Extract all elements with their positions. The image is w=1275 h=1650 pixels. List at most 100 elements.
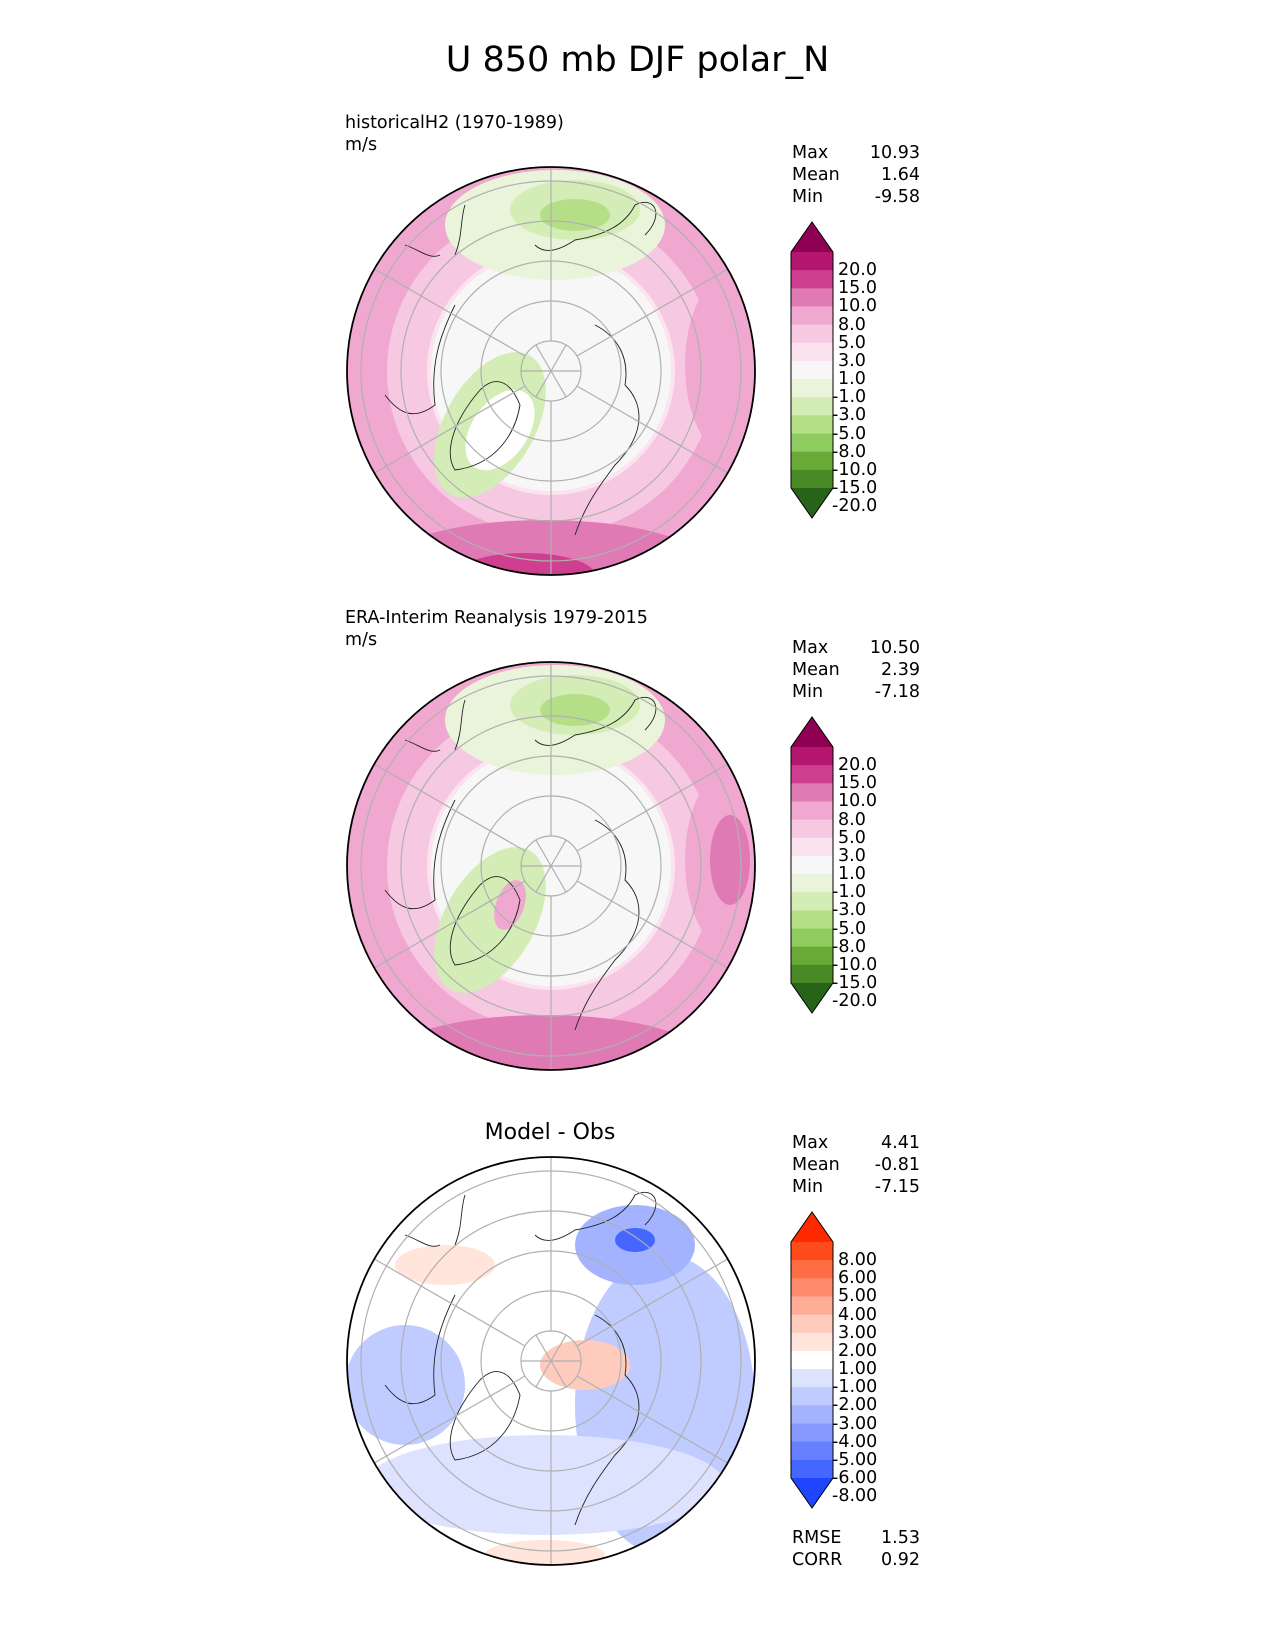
- field-jet-core: [710, 815, 750, 905]
- stat-value: -0.81: [874, 1155, 920, 1175]
- colorbar-tick-label: 15.0: [838, 278, 877, 299]
- colorbar-bin: [791, 1332, 833, 1352]
- colorbar-bin: [791, 252, 833, 271]
- stat-row-mean: Mean -0.81: [792, 1154, 920, 1176]
- meridian: [550, 344, 567, 372]
- colorbar-tick-label: -4.00: [832, 1431, 878, 1452]
- field-jet: [685, 275, 755, 455]
- colorbar-tick-label: 3.00: [838, 1322, 877, 1343]
- coastlines: [384, 201, 657, 536]
- panel-model-units: m/s: [345, 135, 378, 155]
- panel-model: historicalH2 (1970-1989) m/s Max 10.93 Me…: [0, 0, 1275, 576]
- stat-value: 10.93: [869, 143, 920, 163]
- coastline-eurasia: [574, 1314, 640, 1526]
- meridian: [550, 865, 567, 893]
- panel-obs-title-line1: ERA-Interim Reanalysis 1979-2015: [345, 608, 648, 628]
- stat-value: 2.39: [881, 660, 920, 680]
- colorbar-tick-label: -8.00: [832, 1486, 878, 1507]
- colorbar-tick-label: 1.0: [838, 864, 866, 885]
- meridian: [535, 865, 552, 893]
- stat-row-min: Min -7.15: [792, 1176, 920, 1198]
- meridian: [550, 1360, 567, 1388]
- panel-model-stats: Max 10.93 Mean 1.64 Min -9.58: [792, 142, 920, 208]
- colorbar-bin: [791, 360, 833, 380]
- field-positive: [395, 1245, 495, 1285]
- colorbar-tick-label: 3.0: [838, 350, 866, 371]
- panel-model-title: historicalH2 (1970-1989) m/s: [345, 112, 564, 156]
- colorbar-tick-label: -5.0: [832, 918, 867, 939]
- colorbar-bin: [791, 928, 833, 948]
- colorbar-tick-label: -10.0: [832, 954, 878, 975]
- colorbar-bin: [791, 747, 833, 766]
- colorbar-tick-label: -5.0: [832, 423, 867, 444]
- colorbar-obs: [790, 716, 834, 1014]
- colorbar-extend-max: [791, 222, 833, 252]
- colorbar-tick-label: 5.0: [838, 827, 866, 848]
- stat-label: Max: [792, 1133, 829, 1153]
- stat-value: -9.58: [874, 187, 920, 207]
- meridian: [374, 880, 526, 969]
- colorbar-tick-label: -1.00: [832, 1377, 878, 1398]
- stat-value: 1.53: [881, 1528, 920, 1548]
- meridian: [550, 839, 567, 867]
- colorbar-tick-label: -1.0: [832, 387, 867, 408]
- stat-label: Min: [792, 187, 824, 207]
- meridian: [576, 763, 728, 852]
- stat-value: -7.18: [874, 682, 920, 702]
- colorbar-tick-label: -5.00: [832, 1449, 878, 1470]
- colorbar-outline: [790, 221, 834, 519]
- colorbar-bin: [791, 415, 833, 435]
- coastline-siberia: [534, 201, 657, 251]
- meridian: [535, 370, 552, 398]
- colorbar-extend-max: [791, 717, 833, 747]
- polar-map-model: [346, 166, 756, 576]
- stat-value: 4.41: [881, 1133, 920, 1153]
- stat-row-corr: CORR 0.92: [792, 1549, 920, 1571]
- stat-label: Mean: [792, 660, 840, 680]
- panel-diff-metrics: RMSE 1.53 CORR 0.92: [792, 1527, 920, 1571]
- coastline-siberia: [534, 1191, 657, 1241]
- stat-label: Mean: [792, 1155, 840, 1175]
- coastline-alaska: [404, 204, 466, 257]
- panel-diff: Model - Obs Max 4.41 Mean -0.81 Min -7.15 8…: [0, 990, 1275, 1650]
- field-easterly: [540, 199, 610, 231]
- panel-obs-units: m/s: [345, 630, 378, 650]
- colorbar-bin: [791, 342, 833, 362]
- colorbar-outline: [790, 1211, 834, 1509]
- colorbar-diff: [790, 1211, 834, 1509]
- graticule: [360, 662, 742, 1070]
- colorbar-bin: [791, 892, 833, 911]
- colorbar-extend-max: [791, 1212, 833, 1242]
- colorbar-tick-label: -20.0: [832, 496, 878, 517]
- colorbar-bin: [791, 1387, 833, 1406]
- meridian: [374, 1375, 526, 1464]
- colorbar-bin: [791, 765, 833, 784]
- colorbar-model: [790, 221, 834, 519]
- colorbar-tick-label: -8.0: [832, 441, 867, 462]
- graticule: [360, 167, 742, 575]
- coastline-alaska: [404, 699, 466, 752]
- colorbar-tick-label: -15.0: [832, 973, 878, 993]
- coastline-north-america: [384, 799, 456, 910]
- stat-label: Min: [792, 682, 824, 702]
- colorbar-tick-label: 10.0: [838, 296, 877, 317]
- colorbar-bin: [791, 1242, 833, 1261]
- figure-title: U 850 mb DJF polar_N: [445, 40, 830, 80]
- coastline-siberia: [534, 696, 657, 746]
- colorbar-bin: [791, 1296, 833, 1316]
- stat-row-max: Max 10.93: [792, 142, 920, 164]
- colorbar-tick-label: 1.0: [838, 369, 866, 390]
- map-boundary: [346, 166, 756, 576]
- meridian: [374, 385, 526, 474]
- polar-map-diff: [346, 1156, 756, 1566]
- coastlines: [384, 696, 657, 1031]
- stat-label: Min: [792, 1177, 824, 1197]
- colorbar-bin: [791, 837, 833, 857]
- stat-label: Max: [792, 143, 829, 163]
- coastline-north-america: [384, 304, 456, 415]
- panel-diff-title: Model - Obs: [484, 1120, 616, 1145]
- colorbar-tick-label: 8.0: [838, 314, 866, 335]
- panel-model-title-line1: historicalH2 (1970-1989): [345, 113, 564, 133]
- stat-row-mean: Mean 1.64: [792, 164, 920, 186]
- colorbar-tick-label: 20.0: [838, 260, 877, 281]
